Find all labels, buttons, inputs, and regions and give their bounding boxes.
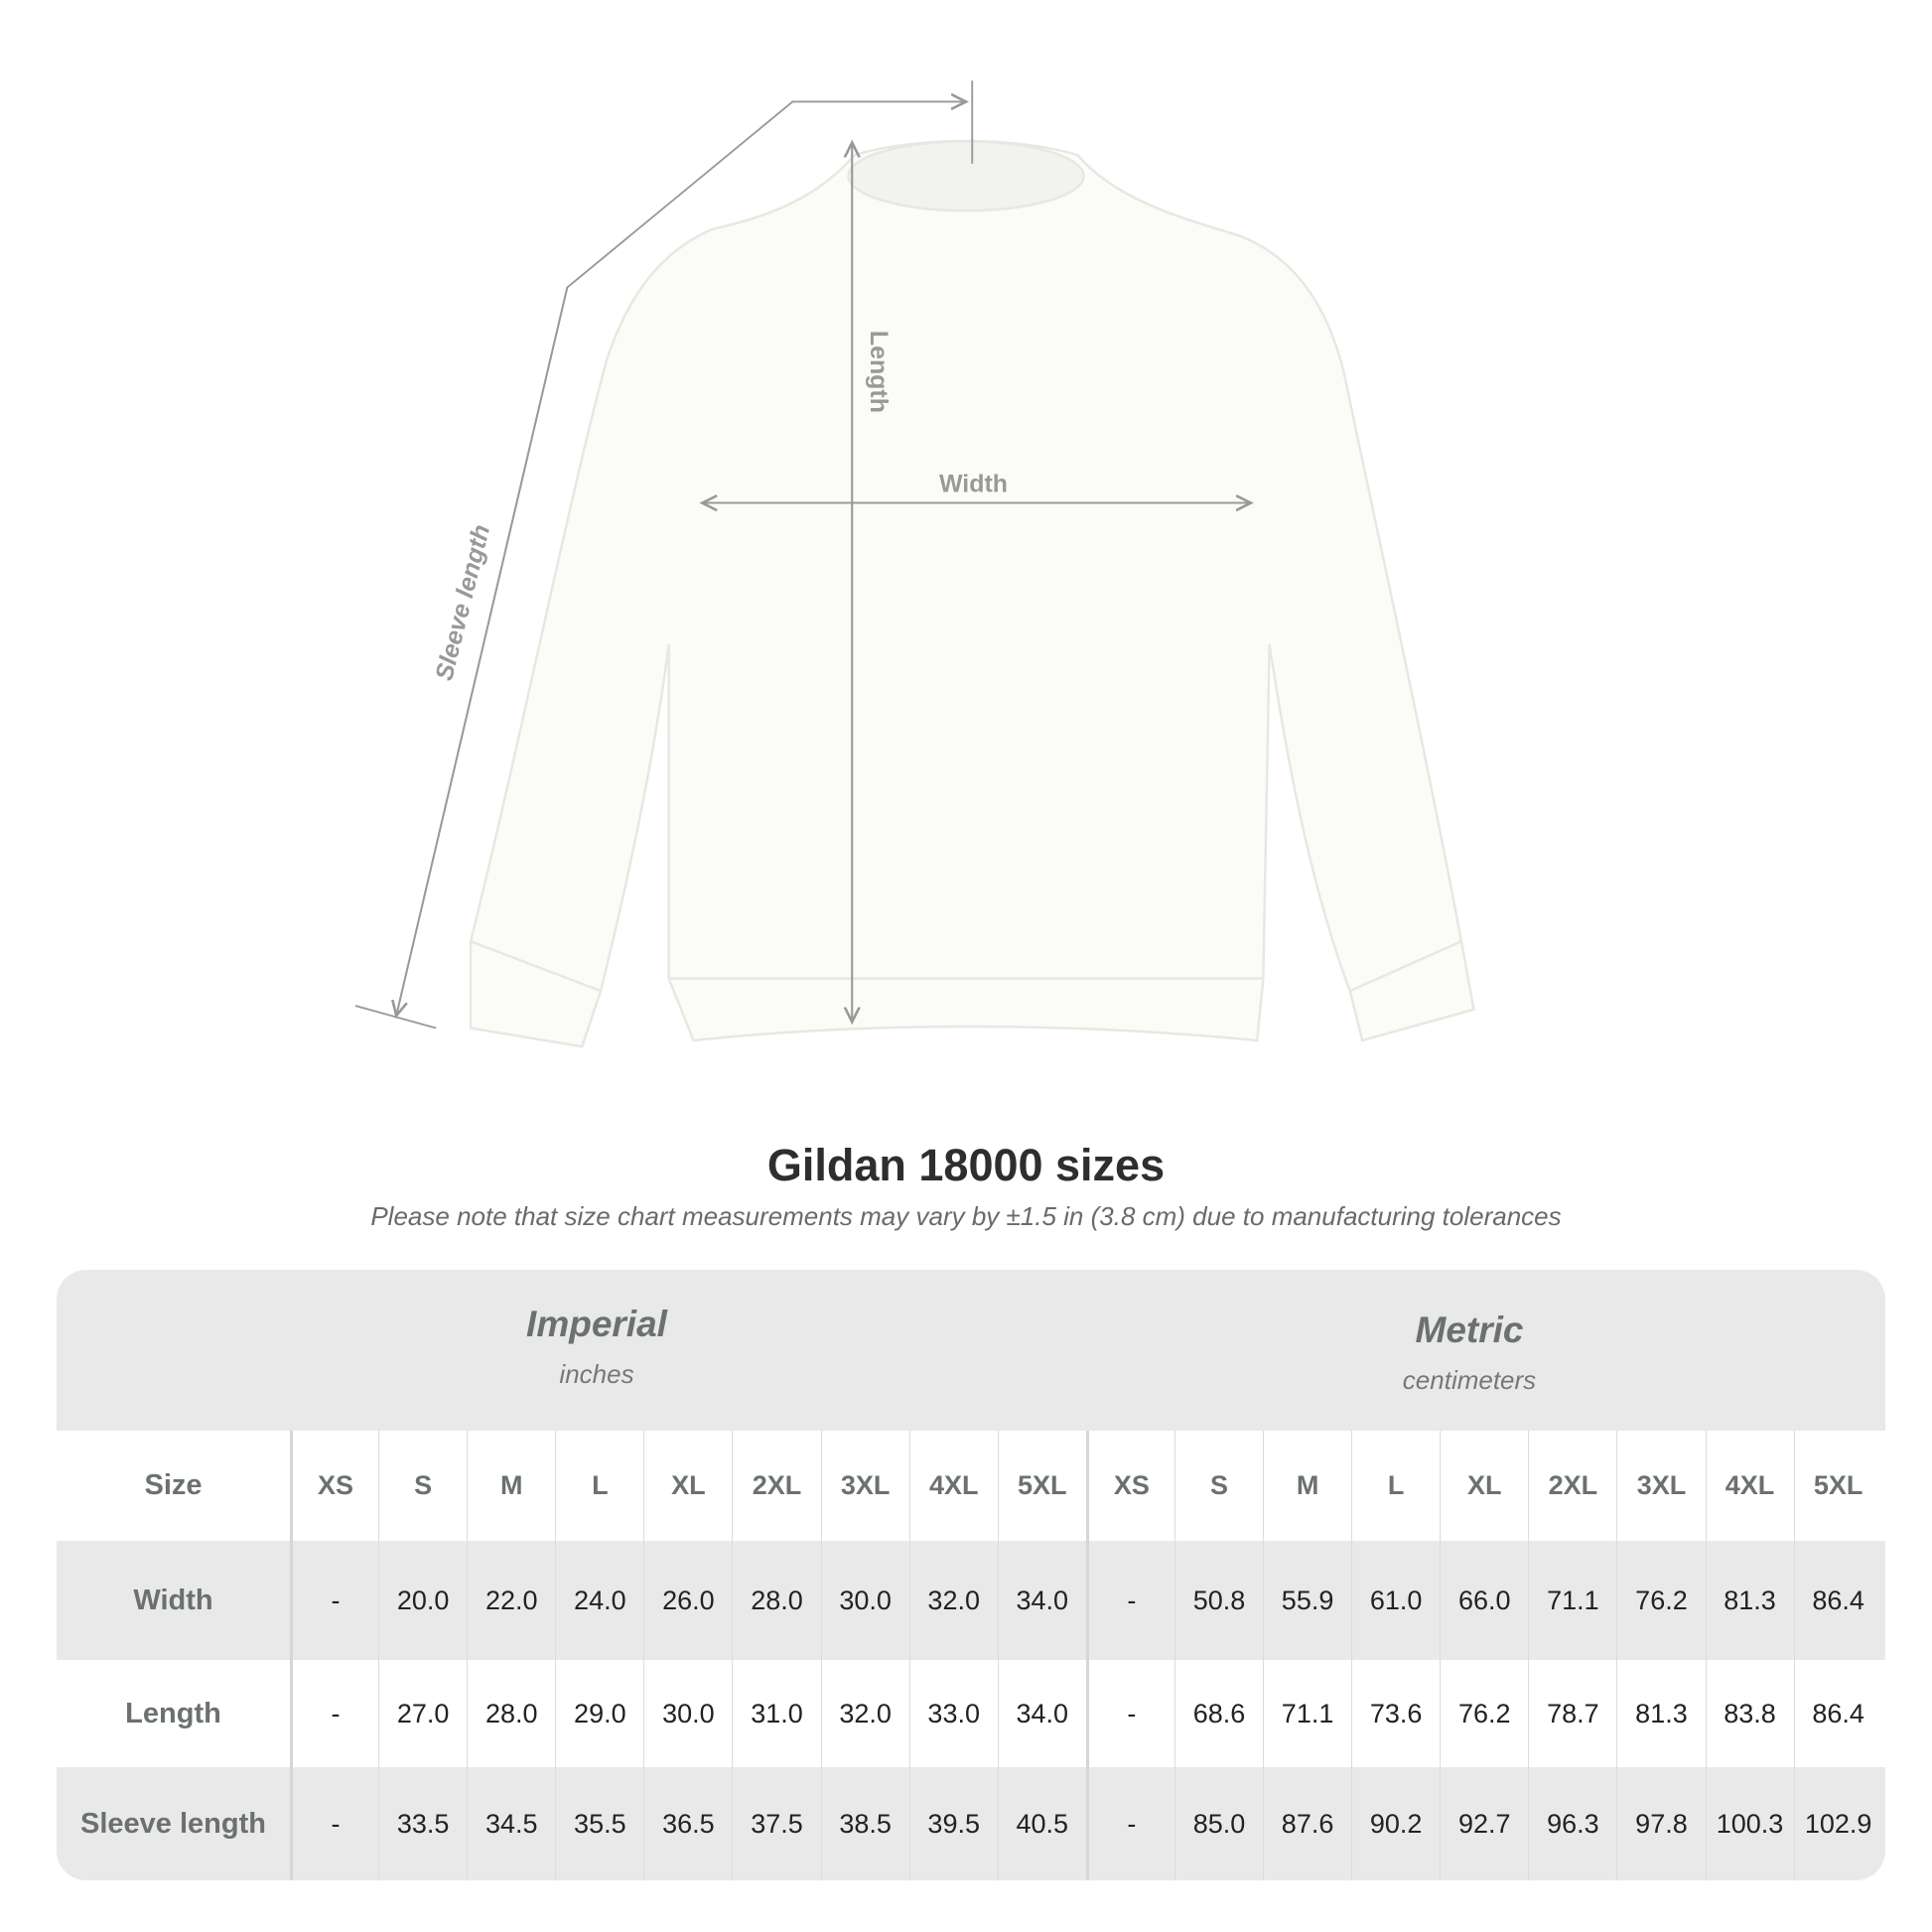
table-cell: 34.0 xyxy=(997,1541,1086,1660)
table-cell: 33.5 xyxy=(378,1767,467,1880)
table-cell: 86.4 xyxy=(1793,1660,1882,1767)
size-header: L xyxy=(1351,1431,1440,1541)
sweatshirt-image xyxy=(469,139,1475,1048)
table-cell: 34.0 xyxy=(997,1660,1086,1767)
imperial-unit: inches xyxy=(559,1359,634,1389)
table-cell: 97.8 xyxy=(1616,1767,1705,1880)
table-cell: 61.0 xyxy=(1351,1541,1440,1660)
width-label: Width xyxy=(939,470,1008,497)
table-cell: 40.5 xyxy=(997,1767,1086,1880)
table-row: Length -27.0 28.0 29.0 30.0 31.0 32.0 33.0 34.0-… xyxy=(57,1660,1885,1767)
table-cell: 38.5 xyxy=(820,1767,909,1880)
table-cell: 71.1 xyxy=(1263,1660,1351,1767)
table-cell: 36.5 xyxy=(643,1767,732,1880)
sweatshirt-diagram: Length Width Sleeve length xyxy=(354,80,1475,1048)
table-cell: 32.0 xyxy=(908,1541,998,1660)
size-header: 5XL xyxy=(1793,1431,1882,1541)
metric-unit: centimeters xyxy=(1402,1365,1537,1395)
row-label: Length xyxy=(125,1697,221,1729)
table-cell: 90.2 xyxy=(1351,1767,1440,1880)
size-header: XS xyxy=(290,1431,378,1541)
size-header: L xyxy=(555,1431,643,1541)
size-header: M xyxy=(467,1431,555,1541)
row-label: Sleeve length xyxy=(80,1807,266,1840)
length-label: Length xyxy=(865,331,893,413)
table-cell: 76.2 xyxy=(1440,1660,1528,1767)
chart-title: Gildan 18000 sizes xyxy=(766,1140,1166,1190)
table-cell: 87.6 xyxy=(1263,1767,1351,1880)
table-cell: 20.0 xyxy=(378,1541,467,1660)
table-cell: 81.3 xyxy=(1616,1660,1705,1767)
size-header: S xyxy=(1173,1431,1263,1541)
table-cell: 24.0 xyxy=(555,1541,643,1660)
table-cell: 39.5 xyxy=(908,1767,998,1880)
table-cell: 34.5 xyxy=(467,1767,555,1880)
table-cell: 66.0 xyxy=(1440,1541,1528,1660)
table-cell: 78.7 xyxy=(1528,1660,1616,1767)
table-cell: 55.9 xyxy=(1263,1541,1351,1660)
metric-group: Metric centimeters xyxy=(1172,1310,1767,1396)
table-cell: 28.0 xyxy=(467,1660,555,1767)
table-cell: 29.0 xyxy=(555,1660,643,1767)
table-cell: 30.0 xyxy=(820,1541,909,1660)
table-row: Sleeve length -33.5 34.5 35.5 36.5 37.5 38.5 39… xyxy=(57,1767,1885,1880)
table-cell: - xyxy=(290,1541,378,1660)
table-cell: 83.8 xyxy=(1705,1660,1794,1767)
table-header: Imperial inches Metric centimeters xyxy=(57,1270,1885,1431)
measurement-lines xyxy=(354,80,1251,1030)
table-cell: - xyxy=(1085,1767,1174,1880)
size-header: 5XL xyxy=(997,1431,1086,1541)
table-cell: 100.3 xyxy=(1705,1767,1794,1880)
table-cell: 81.3 xyxy=(1705,1541,1794,1660)
size-header: 3XL xyxy=(820,1431,909,1541)
size-header: M xyxy=(1263,1431,1351,1541)
size-header: 4XL xyxy=(1705,1431,1794,1541)
size-table: Imperial inches Metric centimeters Size X… xyxy=(57,1270,1885,1880)
table-cell: - xyxy=(290,1767,378,1880)
row-label: Size xyxy=(144,1469,203,1501)
table-cell: - xyxy=(1085,1660,1174,1767)
chart-subtitle: Please note that size chart measurements… xyxy=(370,1201,1562,1231)
table-cell: 37.5 xyxy=(732,1767,820,1880)
table-cell: 92.7 xyxy=(1440,1767,1528,1880)
table-row: Width -20.0 22.0 24.0 26.0 28.0 30.0 32.0 34.0-5… xyxy=(57,1541,1885,1660)
size-header: XL xyxy=(643,1431,732,1541)
size-header: 2XL xyxy=(1528,1431,1616,1541)
size-header: S xyxy=(378,1431,467,1541)
table-cell: 27.0 xyxy=(378,1660,467,1767)
size-header: 3XL xyxy=(1616,1431,1705,1541)
table-cell: 26.0 xyxy=(643,1541,732,1660)
table-cell: 33.0 xyxy=(908,1660,998,1767)
row-label: Width xyxy=(133,1584,213,1616)
table-cell: 35.5 xyxy=(555,1767,643,1880)
table-cell: 96.3 xyxy=(1528,1767,1616,1880)
table-cell: 102.9 xyxy=(1793,1767,1882,1880)
table-cell: 68.6 xyxy=(1173,1660,1263,1767)
table-cell: 85.0 xyxy=(1173,1767,1263,1880)
table-cell: 32.0 xyxy=(820,1660,909,1767)
table-cell: 86.4 xyxy=(1793,1541,1882,1660)
size-header: XL xyxy=(1440,1431,1528,1541)
size-header: XS xyxy=(1085,1431,1174,1541)
table-cell: 76.2 xyxy=(1616,1541,1705,1660)
size-header: 2XL xyxy=(732,1431,820,1541)
table-cell: 31.0 xyxy=(732,1660,820,1767)
size-header: 4XL xyxy=(908,1431,998,1541)
metric-title: Metric xyxy=(1415,1310,1524,1350)
size-row: Size XS S M L XL 2XL 3XL 4XL 5XL XS S M L XL 2XL 3XL 4XL 5… xyxy=(57,1431,1885,1541)
table-cell: 50.8 xyxy=(1173,1541,1263,1660)
imperial-group: Imperial inches xyxy=(299,1304,895,1390)
sleeve-length-label: Sleeve length xyxy=(430,522,495,684)
table-cell: - xyxy=(290,1660,378,1767)
table-cell: - xyxy=(1085,1541,1174,1660)
table-cell: 28.0 xyxy=(732,1541,820,1660)
table-cell: 30.0 xyxy=(643,1660,732,1767)
table-cell: 71.1 xyxy=(1528,1541,1616,1660)
imperial-title: Imperial xyxy=(526,1304,667,1344)
table-cell: 22.0 xyxy=(467,1541,555,1660)
table-cell: 73.6 xyxy=(1351,1660,1440,1767)
